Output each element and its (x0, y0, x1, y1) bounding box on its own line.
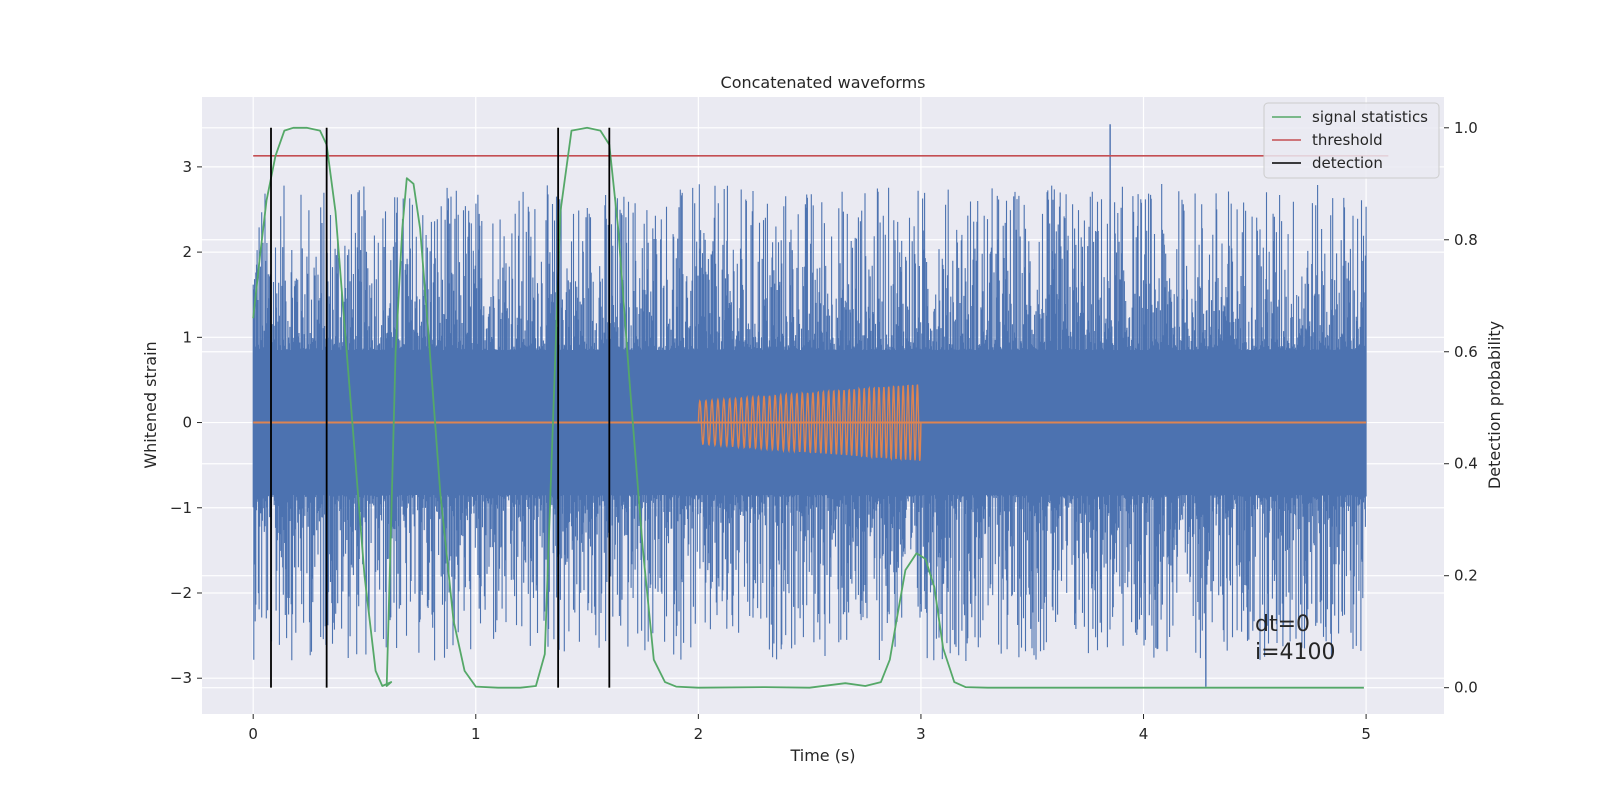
y-axis-right-label: Detection probability (1485, 321, 1504, 489)
legend-label-detection: detection (1312, 154, 1383, 172)
x-tick-label: 3 (916, 725, 926, 743)
template-chirp (697, 384, 922, 462)
detection-series (270, 127, 611, 688)
y-right-tick-label: 1.0 (1454, 119, 1478, 137)
x-tick-label: 5 (1361, 725, 1371, 743)
y-tick-label: 1 (182, 328, 192, 346)
x-tick-label: 4 (1139, 725, 1149, 743)
y-tick-label: 0 (182, 414, 192, 432)
x-tick-label: 2 (694, 725, 704, 743)
annotation-i: i=4100 (1255, 640, 1336, 665)
y-right-tick-label: 0.0 (1454, 679, 1478, 697)
signal-statistics-series (252, 126, 1364, 689)
y-right-tick-label: 0.4 (1454, 455, 1478, 473)
template-series (253, 384, 1367, 462)
x-tick-label: 1 (471, 725, 481, 743)
y-right-tick-label: 0.6 (1454, 343, 1478, 361)
y-tick-label: −3 (170, 669, 192, 687)
x-tick-label: 0 (248, 725, 258, 743)
y-axis-label: Whitened strain (141, 341, 160, 468)
legend-label-threshold: threshold (1312, 131, 1383, 149)
y-right-tick-label: 0.2 (1454, 567, 1478, 585)
y-tick-label: −1 (170, 499, 192, 517)
x-axis-label: Time (s) (789, 746, 855, 765)
legend-box (1263, 102, 1440, 179)
legend: signal statistics threshold detection (1263, 102, 1440, 179)
y-tick-label: 3 (182, 158, 192, 176)
legend-label-signal-statistics: signal statistics (1312, 108, 1428, 126)
signal-statistics-line (252, 126, 1364, 689)
tick-labels: 0 1 2 3 4 5 −3 −2 −1 0 1 2 3 0.0 0.2 0.4 0.6 0.8 1.0 (170, 119, 1478, 743)
y-right-tick-label: 0.8 (1454, 231, 1478, 249)
annotation-dt: dt=0 (1255, 612, 1310, 637)
chart-title: Concatenated waveforms (721, 73, 926, 92)
y-tick-label: 2 (182, 243, 192, 261)
y-tick-label: −2 (170, 584, 192, 602)
